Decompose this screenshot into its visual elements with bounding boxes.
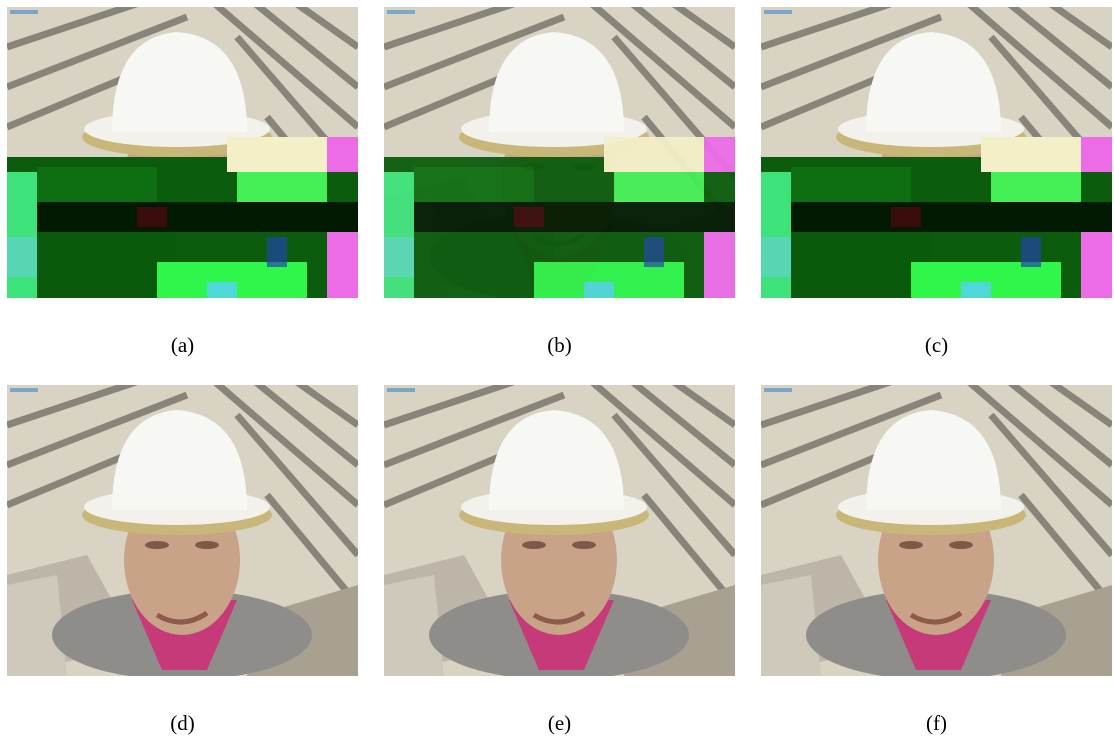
frame-image <box>761 375 1112 680</box>
panel-label: (c) <box>925 333 948 357</box>
panel-label: (e) <box>548 711 571 735</box>
panel-image <box>384 375 735 680</box>
panel-label: (f) <box>926 711 947 735</box>
panel-image <box>761 375 1112 680</box>
frame-image <box>384 375 735 680</box>
panel-label: (b) <box>547 333 572 357</box>
corruption-overlay <box>384 137 735 298</box>
panel-label: (a) <box>171 333 194 357</box>
panel-image <box>7 0 358 302</box>
figure: (a) (b) (c) (d) (e) (f) <box>0 0 1114 740</box>
panel-label: (d) <box>170 711 195 735</box>
frame-image <box>7 375 358 680</box>
corruption-overlay <box>761 137 1112 298</box>
panel-image <box>761 0 1112 302</box>
corruption-overlay <box>7 137 358 298</box>
panel-image <box>7 375 358 680</box>
panel-image <box>384 0 735 302</box>
